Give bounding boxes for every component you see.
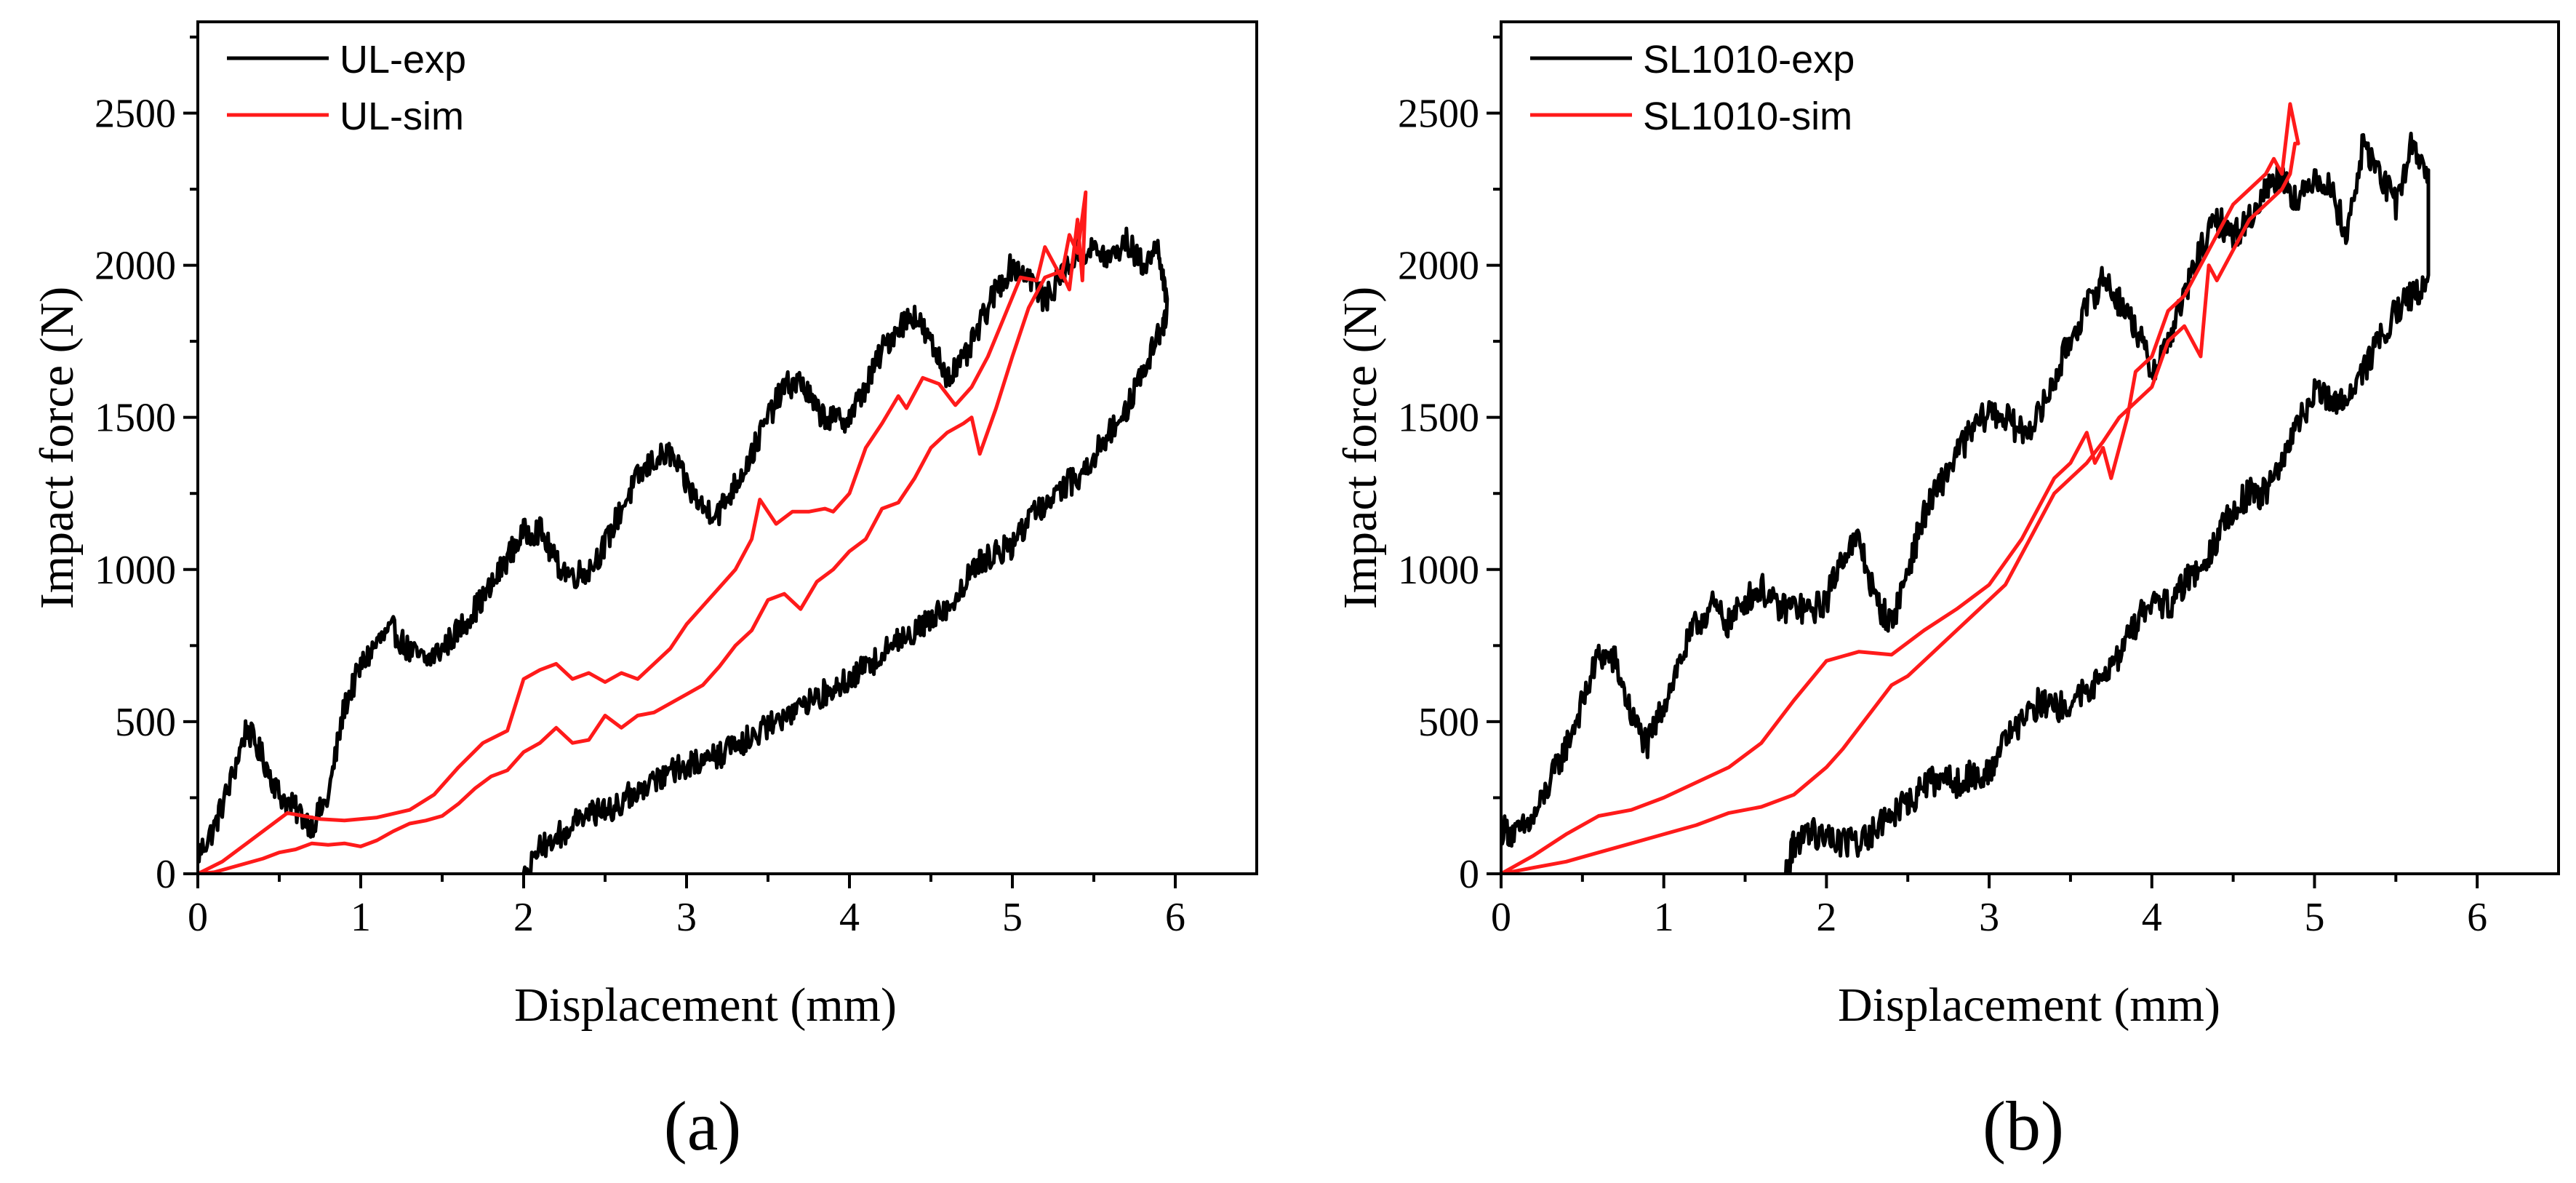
x-tick-label: 4 (2142, 895, 2162, 940)
panel-label: (b) (1983, 1087, 2064, 1165)
x-tick-label: 0 (188, 895, 208, 940)
x-axis-label: Displacement (mm) (1838, 979, 2220, 1032)
legend-label: UL-exp (340, 38, 466, 81)
series-line-sl1010-exp (1501, 132, 2431, 874)
y-tick-label: 500 (115, 700, 176, 745)
y-tick-label: 1500 (1398, 396, 1479, 441)
y-tick-label: 2000 (1398, 244, 1479, 289)
x-tick-label: 3 (1979, 895, 1999, 940)
x-tick-label: 3 (676, 895, 697, 940)
legend-label: UL-sim (340, 95, 464, 138)
y-axis-label: Impact force (N) (31, 287, 84, 609)
plot-frame (196, 20, 1258, 875)
panel-a: 0 1 2 3 4 5 6 0 500 1000 1500 2000 2500 Displacement … (31, 20, 1258, 1165)
legend: SL1010-exp SL1010-sim (1530, 38, 1855, 138)
plot-frame (1500, 20, 2560, 875)
series-group (198, 190, 1169, 874)
y-tick-label: 1000 (1398, 548, 1479, 593)
panel-label: (a) (664, 1087, 742, 1165)
y-tick-label: 0 (156, 852, 176, 897)
y-tick-label: 2500 (95, 91, 176, 136)
x-tick-label: 5 (1002, 895, 1023, 940)
x-tick-label: 0 (1491, 895, 1511, 940)
legend-label: SL1010-exp (1643, 38, 1855, 81)
series-line-ul-sim (198, 190, 1088, 874)
x-axis-label: Displacement (mm) (514, 979, 897, 1032)
x-tick-label: 1 (1654, 895, 1674, 940)
x-tick-label: 2 (1816, 895, 1836, 940)
series-line-ul-exp (198, 226, 1169, 874)
legend-label: SL1010-sim (1643, 95, 1852, 138)
y-tick-label: 2500 (1398, 91, 1479, 136)
y-tick-label: 1500 (95, 396, 176, 441)
y-tick-label: 2000 (95, 244, 176, 289)
x-tick-label: 2 (513, 895, 534, 940)
legend: UL-exp UL-sim (227, 38, 466, 138)
x-tick-label: 4 (839, 895, 860, 940)
y-tick-label: 1000 (95, 548, 176, 593)
series-group (1501, 102, 2431, 874)
series-line-sl1010-sim (1501, 102, 2300, 874)
panel-b: 0 1 2 3 4 5 6 0 500 1000 1500 2000 2500 Displacement … (1334, 20, 2560, 1165)
x-tick-label: 1 (351, 895, 371, 940)
y-tick-label: 500 (1418, 700, 1479, 745)
x-tick-label: 6 (2467, 895, 2487, 940)
y-tick-label: 0 (1459, 852, 1479, 897)
x-tick-label: 5 (2304, 895, 2324, 940)
y-axis-label: Impact force (N) (1334, 287, 1387, 609)
x-tick-label: 6 (1165, 895, 1185, 940)
